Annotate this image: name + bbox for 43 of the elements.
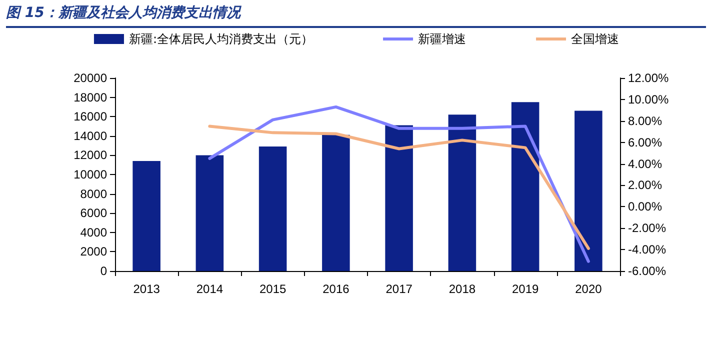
x-tick-label: 2014 — [196, 282, 224, 296]
y-tick-label: 18000 — [74, 90, 108, 104]
x-tick-label: 2020 — [575, 282, 602, 296]
bar — [385, 125, 413, 271]
x-tick-label: 2015 — [259, 282, 286, 296]
bar — [196, 155, 224, 271]
chart-title: 图 15：新疆及社会人均消费支出情况 — [6, 4, 706, 28]
y-tick-label: 4000 — [80, 225, 108, 240]
y2-tick-label: 10.00% — [628, 92, 670, 106]
line-series — [208, 105, 590, 263]
bar — [322, 134, 350, 271]
bar — [258, 146, 287, 271]
y2-tick-label: -2.00% — [628, 221, 666, 236]
bar — [448, 114, 476, 271]
bar — [511, 102, 540, 271]
y2-tick-label: -4.00% — [628, 242, 666, 257]
y2-tick-label: 2.00% — [628, 178, 662, 192]
y2-tick-label: 0.00% — [628, 200, 662, 214]
x-tick-label: 2017 — [386, 282, 413, 296]
y-tick-label: 10000 — [74, 168, 108, 182]
y-tick-label: 12000 — [74, 148, 108, 162]
x-tick-label: 2018 — [448, 282, 476, 296]
x-tick-label: 2019 — [512, 282, 539, 296]
y-tick-label: 14000 — [74, 128, 108, 143]
y2-tick-label: 6.00% — [628, 135, 662, 150]
line-series — [208, 124, 590, 250]
legend-label: 新疆:全体居民人均消费支出（元） — [128, 32, 314, 46]
bar — [574, 110, 602, 271]
y-tick-label: 0 — [100, 264, 108, 278]
legend-label: 新疆增速 — [418, 32, 466, 46]
y-tick-label: 6000 — [80, 206, 108, 220]
bar — [132, 160, 160, 271]
y2-tick-label: 4.00% — [628, 156, 662, 171]
y2-tick-label: 8.00% — [628, 114, 662, 128]
x-tick-label: 2013 — [133, 282, 160, 296]
x-tick-label: 2016 — [322, 282, 350, 296]
y2-tick-label: -6.00% — [628, 264, 666, 278]
y2-tick-label: 12.00% — [628, 71, 670, 85]
y-tick-label: 8000 — [80, 186, 108, 201]
y-tick-label: 20000 — [74, 71, 108, 85]
legend-label: 全国增速 — [571, 32, 620, 46]
y-tick-label: 2000 — [80, 244, 108, 259]
y-tick-label: 16000 — [74, 110, 108, 124]
